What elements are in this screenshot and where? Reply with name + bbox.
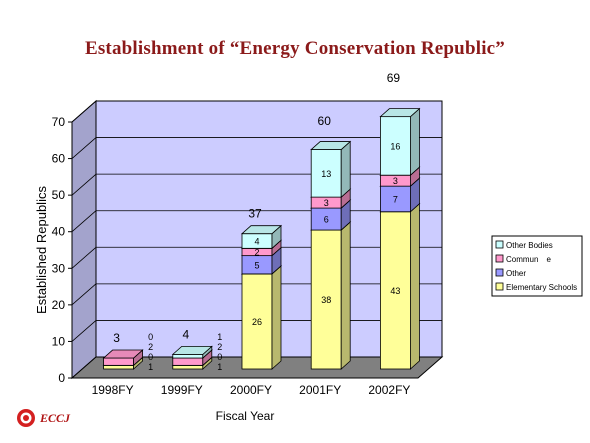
bar-segment — [103, 364, 134, 370]
legend-swatch — [495, 240, 504, 249]
gridline-side — [71, 210, 97, 233]
x-tick-label: 2001FY — [299, 383, 341, 397]
total-label: 4 — [182, 327, 189, 341]
eccj-logo: ECCJ — [16, 408, 70, 428]
y-tick-label: 10 — [52, 334, 66, 348]
segment-value-label: 0 — [148, 352, 153, 362]
segment-value-label: 0 — [217, 352, 222, 362]
x-tick-label: 2002FY — [368, 383, 410, 397]
side-wall — [71, 99, 97, 380]
segment-value-label: 38 — [321, 295, 331, 305]
bar-segment-side — [340, 221, 351, 370]
segment-value-label: 1 — [217, 362, 222, 372]
x-tick-label: 2000FY — [230, 383, 272, 397]
legend: Other Bodies Commun e Other Elementary Scho… — [491, 235, 583, 297]
legend-box — [491, 235, 583, 297]
segment-value-label: 2 — [254, 247, 259, 257]
legend-label: Commun e — [506, 255, 551, 264]
segment-value-label: 2 — [148, 342, 153, 352]
legend-label: Other — [506, 269, 526, 278]
legend-swatch — [495, 268, 504, 277]
gridline-side — [71, 100, 97, 123]
total-label: 37 — [248, 207, 262, 221]
segment-value-label: 1 — [148, 362, 153, 372]
total-label: 60 — [318, 114, 332, 128]
segment-value-label: 2 — [217, 342, 222, 352]
segment-value-label: 0 — [148, 332, 153, 342]
bar-segment — [172, 353, 204, 359]
segment-value-label: 1 — [217, 332, 222, 342]
legend-swatch — [495, 254, 504, 263]
legend-label: Elementary Schools — [506, 283, 577, 292]
segment-value-label: 7 — [393, 194, 398, 204]
page-title: Establishment of “Energy Conservation Re… — [84, 38, 506, 59]
gridline-side — [71, 283, 97, 306]
segment-value-label: 4 — [254, 237, 259, 247]
y-tick-label: 30 — [52, 261, 66, 275]
total-label: 3 — [113, 331, 120, 345]
bar-segment — [379, 211, 411, 370]
bar-segment — [379, 116, 411, 176]
x-tick-label: 1999FY — [161, 383, 203, 397]
bar-segment — [172, 357, 204, 366]
bar-segment-top — [240, 225, 283, 235]
segment-value-label: 3 — [393, 176, 398, 186]
bar-segment-top — [310, 141, 352, 150]
gridline-side — [71, 137, 97, 159]
bar-segment-top — [102, 349, 144, 359]
legend-swatch — [495, 282, 504, 291]
bar-segment — [103, 357, 134, 366]
y-axis-title: Established Republics — [34, 186, 49, 314]
bar-segment-top — [171, 345, 213, 355]
y-tick-label: 50 — [52, 188, 66, 202]
bar-segment-side — [409, 107, 420, 177]
bar-segment-side — [271, 265, 282, 370]
total-label: 69 — [387, 71, 401, 85]
x-axis-title: Fiscal Year — [216, 409, 275, 423]
bar-segment — [172, 364, 204, 370]
segment-value-label: 43 — [390, 286, 400, 296]
eccj-logo-icon — [17, 409, 35, 427]
logo-text: ECCJ — [40, 410, 71, 425]
gridline-side — [71, 173, 97, 196]
bar-segment-top — [379, 108, 421, 118]
segment-value-label: 26 — [252, 317, 262, 327]
segment-value-label: 3 — [324, 198, 329, 208]
bar-segment-side — [340, 140, 351, 199]
gridline-side — [71, 320, 97, 342]
bar-segment-side — [409, 202, 420, 370]
x-tick-label: 1998FY — [92, 383, 134, 397]
y-tick-label: 60 — [52, 152, 66, 166]
y-tick-label: 0 — [58, 371, 65, 385]
y-tick-label: 70 — [52, 115, 66, 129]
segment-value-label: 5 — [254, 260, 259, 270]
segment-value-label: 16 — [390, 141, 400, 151]
gridline-side — [71, 246, 97, 269]
segment-value-label: 6 — [324, 215, 329, 225]
y-tick-label: 40 — [52, 225, 66, 239]
bar-segment — [241, 273, 273, 370]
y-tick-label: 20 — [52, 298, 66, 312]
segment-value-label: 13 — [321, 169, 331, 179]
legend-label: Other Bodies — [506, 241, 553, 250]
